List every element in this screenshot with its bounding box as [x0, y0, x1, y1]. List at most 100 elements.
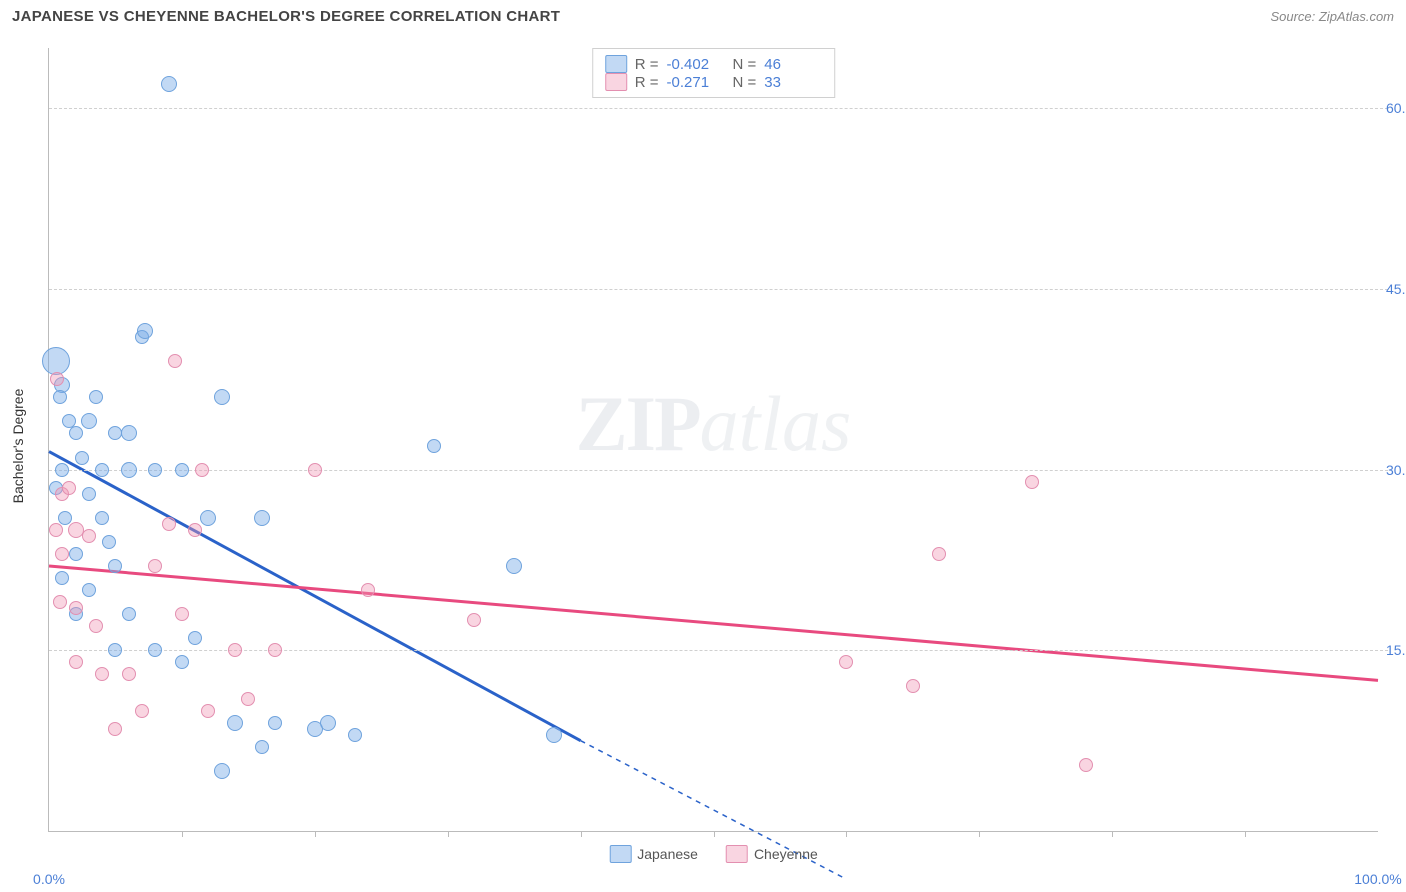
data-point	[50, 372, 64, 386]
data-point	[53, 390, 67, 404]
data-point	[168, 354, 182, 368]
data-point	[506, 558, 522, 574]
y-tick-label: 30.0%	[1386, 462, 1406, 478]
data-point	[55, 463, 69, 477]
data-point	[1079, 758, 1093, 772]
data-point	[95, 667, 109, 681]
data-point	[69, 655, 83, 669]
data-point	[82, 583, 96, 597]
data-point	[546, 727, 562, 743]
data-point	[175, 655, 189, 669]
data-point	[55, 571, 69, 585]
data-point	[188, 523, 202, 537]
data-point	[175, 463, 189, 477]
trend-line	[49, 452, 581, 741]
legend-r-value: -0.402	[667, 56, 725, 73]
legend-r-label: R =	[635, 74, 659, 91]
trendline-layer	[49, 48, 1378, 831]
data-point	[241, 692, 255, 706]
plot-layer: 15.0%30.0%45.0%60.0%0.0%100.0%	[49, 48, 1378, 831]
y-axis-title: Bachelor's Degree	[10, 389, 26, 504]
gridline	[49, 470, 1388, 471]
data-point	[201, 704, 215, 718]
data-point	[161, 76, 177, 92]
data-point	[467, 613, 481, 627]
series-legend: Japanese Cheyenne	[609, 845, 818, 863]
legend-n-value: 46	[764, 56, 822, 73]
data-point	[268, 643, 282, 657]
source-attribution: Source: ZipAtlas.com	[1270, 9, 1394, 24]
data-point	[89, 390, 103, 404]
chart-plot-area: ZIPatlas 15.0%30.0%45.0%60.0%0.0%100.0% …	[48, 48, 1378, 832]
data-point	[122, 607, 136, 621]
series-name: Japanese	[637, 846, 698, 862]
correlation-legend: R = -0.402 N = 46 R = -0.271 N = 33	[592, 48, 836, 98]
data-point	[148, 559, 162, 573]
data-point	[137, 323, 153, 339]
data-point	[200, 510, 216, 526]
legend-n-label: N =	[733, 56, 757, 73]
gridline	[49, 289, 1388, 290]
legend-n-value: 33	[764, 74, 822, 91]
data-point	[69, 601, 83, 615]
data-point	[427, 439, 441, 453]
gridline	[49, 108, 1388, 109]
y-tick-label: 60.0%	[1386, 100, 1406, 116]
data-point	[195, 463, 209, 477]
series-name: Cheyenne	[754, 846, 818, 862]
legend-swatch	[605, 55, 627, 73]
y-tick-label: 45.0%	[1386, 281, 1406, 297]
data-point	[188, 631, 202, 645]
data-point	[69, 547, 83, 561]
data-point	[53, 595, 67, 609]
data-point	[148, 643, 162, 657]
series-legend-item: Japanese	[609, 845, 698, 863]
legend-swatch	[609, 845, 631, 863]
data-point	[348, 728, 362, 742]
data-point	[254, 510, 270, 526]
x-tick	[714, 831, 715, 837]
data-point	[320, 715, 336, 731]
data-point	[108, 559, 122, 573]
x-tick	[448, 831, 449, 837]
data-point	[95, 463, 109, 477]
x-tick	[315, 831, 316, 837]
data-point	[69, 426, 83, 440]
trend-line	[49, 566, 1378, 680]
data-point	[89, 619, 103, 633]
x-tick	[1112, 831, 1113, 837]
data-point	[122, 667, 136, 681]
data-point	[102, 535, 116, 549]
legend-r-value: -0.271	[667, 74, 725, 91]
data-point	[82, 529, 96, 543]
data-point	[308, 463, 322, 477]
data-point	[268, 716, 282, 730]
x-tick	[581, 831, 582, 837]
legend-r-label: R =	[635, 56, 659, 73]
data-point	[1025, 475, 1039, 489]
y-tick-label: 15.0%	[1386, 642, 1406, 658]
data-point	[255, 740, 269, 754]
data-point	[135, 704, 149, 718]
chart-title: JAPANESE VS CHEYENNE BACHELOR'S DEGREE C…	[12, 8, 560, 25]
legend-swatch	[726, 845, 748, 863]
data-point	[108, 643, 122, 657]
data-point	[81, 413, 97, 429]
legend-row: R = -0.402 N = 46	[605, 55, 823, 73]
x-tick	[182, 831, 183, 837]
data-point	[162, 517, 176, 531]
x-tick	[979, 831, 980, 837]
data-point	[49, 523, 63, 537]
data-point	[361, 583, 375, 597]
data-point	[55, 547, 69, 561]
data-point	[906, 679, 920, 693]
data-point	[121, 462, 137, 478]
x-tick-label: 0.0%	[33, 871, 65, 887]
data-point	[175, 607, 189, 621]
data-point	[214, 763, 230, 779]
x-tick-label: 100.0%	[1354, 871, 1401, 887]
legend-swatch	[605, 73, 627, 91]
data-point	[228, 643, 242, 657]
legend-n-label: N =	[733, 74, 757, 91]
data-point	[42, 347, 70, 375]
